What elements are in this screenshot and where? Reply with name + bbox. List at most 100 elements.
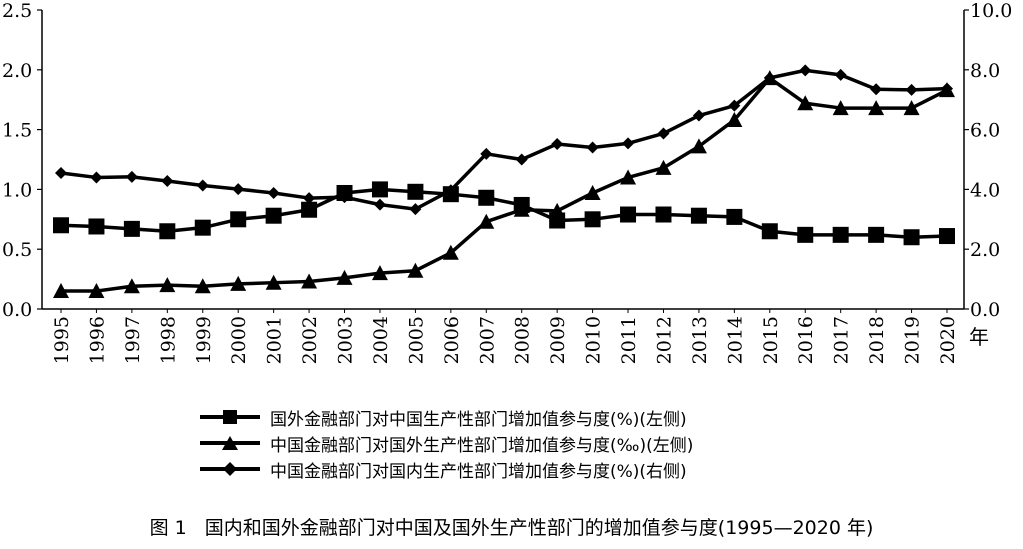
chart-title: 国内和国外金融部门对中国及国外生产性部门的增加值参与度(1995—2020 年): [204, 517, 874, 539]
left-tick-label: 2.0: [2, 60, 32, 82]
diamond-data-point: [232, 183, 245, 196]
triangle-marker-icon: [200, 436, 260, 450]
diamond-data-point: [480, 147, 493, 160]
left-tick-label: 1.0: [2, 179, 32, 201]
diamond-data-point: [55, 166, 67, 179]
x-tick-label: 1995: [51, 316, 73, 364]
square-data-point: [265, 207, 282, 224]
x-tick-label: 2018: [866, 316, 888, 364]
diamond-data-point: [125, 170, 138, 183]
legend: 国外金融部门对中国生产性部门增加值参与度(%)(左侧) 中国金融部门对国外生产性…: [200, 404, 900, 482]
x-tick-label: 2019: [902, 316, 924, 364]
square-data-point: [371, 181, 388, 198]
triangle-data-point: [549, 202, 566, 218]
x-tick-label: 2016: [795, 316, 817, 364]
x-tick-label: 2003: [335, 316, 357, 364]
x-tick-label: 1999: [193, 316, 215, 364]
triangle-data-point: [159, 277, 176, 293]
square-data-point: [726, 208, 743, 225]
right-tick-label: 8.0: [970, 60, 1000, 82]
x-tick-label: 2009: [547, 316, 569, 364]
diamond-data-point: [303, 192, 316, 205]
right-tick-label: 4.0: [970, 179, 1000, 201]
square-data-point: [690, 207, 707, 224]
legend-item-series-3: 中国金融部门对国内生产性部门增加值参与度(%)(右侧): [200, 456, 900, 482]
square-data-point: [159, 223, 176, 240]
triangle-data-point: [442, 244, 459, 260]
square-data-point: [939, 228, 955, 245]
square-data-point: [620, 206, 637, 223]
line-chart: 0.0 0.5 1.0 1.5 2.0 2.5 0.0 2.0 4.0 6.0 8.0 10.0 199…: [2, 0, 1012, 364]
square-data-point: [584, 211, 601, 228]
x-tick-label: 2007: [476, 316, 498, 364]
chart-axes: 0.0 0.5 1.0 1.5 2.0 2.5 0.0 2.0 4.0 6.0 8.0 10.0 199…: [2, 0, 1012, 364]
triangle-data-point: [513, 201, 530, 217]
diamond-data-point: [728, 99, 741, 112]
triangle-data-point: [230, 275, 247, 291]
series-line: [61, 76, 948, 293]
series-line: [60, 68, 948, 211]
right-tick-label: 2.0: [970, 239, 1000, 261]
figure-label: 图 1: [149, 517, 187, 539]
triangle-data-point: [584, 184, 601, 200]
series-1: [53, 181, 955, 246]
diamond-data-point: [905, 83, 918, 96]
legend-item-series-2: 中国金融部门对国外生产性部门增加值参与度(‰)(左侧): [200, 430, 900, 456]
diamond-data-point: [586, 141, 599, 154]
diamond-data-point: [90, 171, 103, 184]
square-data-point: [301, 201, 318, 218]
triangle-data-point: [88, 283, 105, 299]
x-tick-label: 2011: [618, 316, 640, 364]
x-tick-label: 2010: [583, 316, 605, 364]
square-data-point: [478, 189, 495, 206]
triangle-data-point: [336, 269, 353, 285]
diamond-data-point: [196, 179, 209, 192]
diamond-data-point: [551, 137, 564, 150]
diamond-data-point: [692, 109, 705, 122]
triangle-data-point: [123, 278, 140, 294]
triangle-data-point: [832, 100, 849, 116]
triangle-data-point: [265, 274, 282, 290]
x-tick-label: 2020: [937, 316, 959, 364]
diamond-data-point: [338, 191, 351, 204]
diamond-data-point: [409, 203, 422, 216]
diamond-data-point: [870, 83, 883, 96]
diamond-data-point: [161, 175, 174, 188]
x-tick-label: 2005: [405, 316, 427, 364]
square-data-point: [761, 223, 778, 240]
triangle-data-point: [371, 265, 388, 281]
diamond-data-point: [373, 198, 386, 211]
diamond-data-point: [763, 71, 776, 84]
square-data-point: [655, 206, 672, 223]
diamond-marker-icon: [200, 462, 260, 476]
triangle-data-point: [797, 95, 814, 111]
legend-label: 中国金融部门对国外生产性部门增加值参与度(‰)(左侧): [270, 435, 694, 456]
square-data-point: [797, 226, 814, 243]
series-3: [55, 64, 953, 216]
left-tick-label: 0.0: [2, 299, 32, 321]
square-data-point: [88, 218, 105, 235]
left-tick-label: 0.5: [2, 239, 32, 261]
square-data-point: [407, 183, 424, 200]
triangle-data-point: [301, 273, 318, 289]
square-data-point: [868, 226, 885, 243]
x-tick-label: 2004: [370, 316, 392, 364]
x-tick-label: 2017: [831, 316, 853, 364]
square-marker-icon: [200, 410, 260, 424]
diamond-data-point: [834, 68, 847, 81]
triangle-data-point: [620, 169, 637, 185]
x-tick-label: 2015: [760, 316, 782, 364]
triangle-data-point: [478, 213, 495, 229]
triangle-data-point: [194, 278, 211, 294]
diamond-data-point: [941, 82, 953, 95]
series-line: [60, 187, 948, 239]
legend-label: 中国金融部门对国内生产性部门增加值参与度(%)(右侧): [270, 461, 687, 482]
square-data-point: [123, 220, 140, 237]
x-tick-label: 2012: [653, 316, 675, 364]
legend-label: 国外金融部门对中国生产性部门增加值参与度(%)(左侧): [270, 409, 687, 430]
x-tick-label: 2002: [299, 316, 321, 364]
x-tick-label: 1996: [86, 316, 108, 364]
left-tick-label: 2.5: [2, 0, 32, 22]
diamond-data-point: [657, 127, 670, 140]
triangle-data-point: [903, 100, 920, 116]
